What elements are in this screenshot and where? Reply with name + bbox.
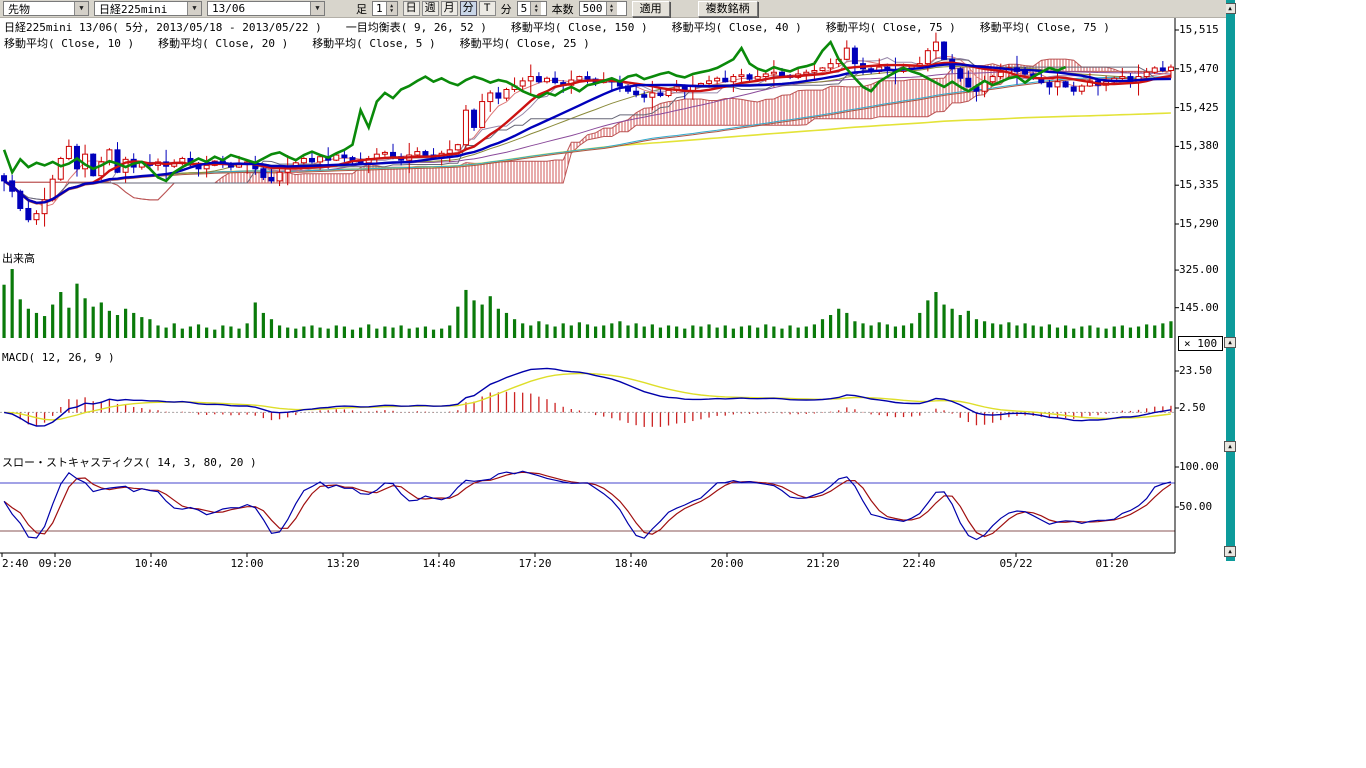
legend-item: 日経225mini 13/06( 5分, 2013/05/18 - 2013/0… bbox=[4, 19, 322, 35]
apply-button[interactable]: 適用 bbox=[632, 1, 670, 17]
period-button-日[interactable]: 日 bbox=[403, 1, 420, 16]
bar-count-label: 本数 bbox=[552, 1, 574, 17]
period-button-分[interactable]: 分 bbox=[460, 1, 477, 16]
legend-row-1: 日経225mini 13/06( 5分, 2013/05/18 - 2013/0… bbox=[4, 19, 1110, 35]
legend-item: 一目均衡表( 9, 26, 52 ) bbox=[346, 19, 487, 35]
instrument-value: 日経225mini bbox=[99, 1, 167, 17]
panel-collapse-arrow-icon[interactable]: ▲ bbox=[1224, 441, 1236, 452]
chevron-down-icon[interactable]: ▼ bbox=[187, 2, 201, 15]
volume-multiplier-badge: × 100 bbox=[1178, 336, 1223, 351]
multi-symbol-button[interactable]: 複数銘柄 bbox=[698, 1, 758, 17]
bar-count-spinner[interactable]: 500 ▲▼ bbox=[579, 1, 627, 16]
instrument-type-value: 先物 bbox=[8, 1, 30, 17]
chevron-down-icon[interactable]: ▼ bbox=[310, 2, 324, 15]
period-button-T[interactable]: T bbox=[479, 1, 496, 16]
spinner-arrows-icon[interactable]: ▲▼ bbox=[606, 2, 617, 15]
minute-interval-spinner[interactable]: 5 ▲▼ bbox=[517, 1, 547, 16]
panel-collapse-arrow-icon[interactable]: ▲ bbox=[1224, 337, 1236, 348]
legend-item: 移動平均( Close, 10 ) bbox=[4, 35, 134, 51]
period-label: 足 bbox=[356, 1, 367, 17]
toolbar: 先物 ▼ 日経225mini ▼ 13/06 ▼ 足 1 ▲▼ 日週月分T 分 … bbox=[0, 0, 1226, 18]
minute-interval-value: 5 bbox=[521, 2, 528, 15]
legend-row-2: 移動平均( Close, 10 ) 移動平均( Close, 20 ) 移動平均( … bbox=[4, 35, 590, 51]
legend-item: 移動平均( Close, 75 ) bbox=[980, 19, 1110, 35]
period-button-group: 日週月分T bbox=[403, 1, 496, 16]
bar-count-value: 500 bbox=[583, 2, 603, 15]
contract-month-select[interactable]: 13/06 ▼ bbox=[207, 1, 325, 16]
minute-label: 分 bbox=[501, 1, 512, 17]
window-edge-strip bbox=[1226, 0, 1235, 561]
period-count-value: 1 bbox=[376, 2, 383, 15]
volume-panel-title: 出来高 bbox=[2, 250, 35, 266]
stoch-panel-title: スロー・ストキャスティクス( 14, 3, 80, 20 ) bbox=[2, 454, 257, 470]
legend-item: 移動平均( Close, 20 ) bbox=[158, 35, 288, 51]
chevron-down-icon[interactable]: ▼ bbox=[74, 2, 88, 15]
trading-app-window: 先物 ▼ 日経225mini ▼ 13/06 ▼ 足 1 ▲▼ 日週月分T 分 … bbox=[0, 0, 1366, 768]
contract-month-value: 13/06 bbox=[212, 2, 245, 15]
legend-item: 移動平均( Close, 150 ) bbox=[511, 19, 648, 35]
legend-item: 移動平均( Close, 40 ) bbox=[672, 19, 802, 35]
spinner-arrows-icon[interactable]: ▲▼ bbox=[530, 2, 541, 15]
panel-collapse-arrow-icon[interactable]: ▲ bbox=[1224, 546, 1236, 557]
spinner-arrows-icon[interactable]: ▲▼ bbox=[386, 2, 397, 15]
period-button-月[interactable]: 月 bbox=[441, 1, 458, 16]
period-count-spinner[interactable]: 1 ▲▼ bbox=[372, 1, 398, 16]
instrument-select[interactable]: 日経225mini ▼ bbox=[94, 1, 202, 16]
chart-canvas[interactable] bbox=[0, 0, 1226, 585]
period-button-週[interactable]: 週 bbox=[422, 1, 439, 16]
instrument-type-select[interactable]: 先物 ▼ bbox=[3, 1, 89, 16]
legend-item: 移動平均( Close, 75 ) bbox=[826, 19, 956, 35]
legend-item: 移動平均( Close, 25 ) bbox=[460, 35, 590, 51]
macd-panel-title: MACD( 12, 26, 9 ) bbox=[2, 351, 115, 364]
legend-item: 移動平均( Close, 5 ) bbox=[312, 35, 435, 51]
